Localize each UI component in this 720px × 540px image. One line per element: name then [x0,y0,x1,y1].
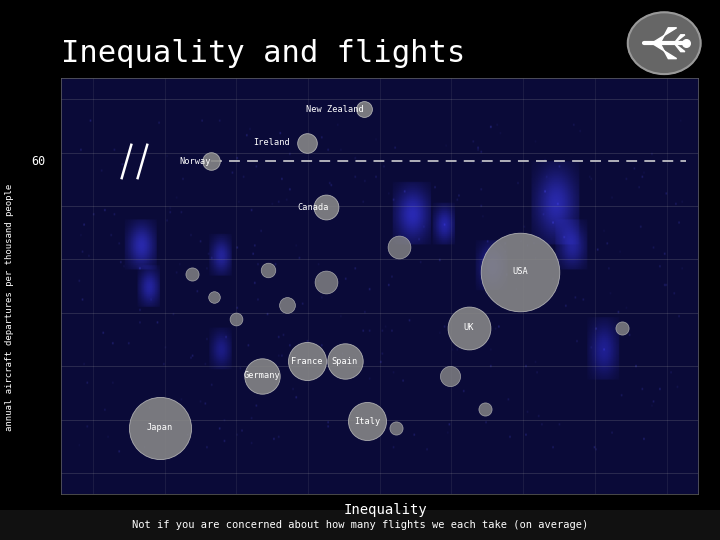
Point [230,315,242,324]
Text: Inequality and flights: Inequality and flights [61,38,465,68]
Text: annual aircraft departures per thousand people: annual aircraft departures per thousand … [5,184,14,431]
Point [616,323,628,332]
Circle shape [628,12,701,74]
Point [320,278,331,286]
Text: Japan: Japan [147,423,173,432]
Polygon shape [652,28,677,43]
Text: Inequality: Inequality [343,503,427,517]
Polygon shape [652,43,677,59]
Point [390,423,402,432]
Point [480,404,491,413]
Point [361,417,373,426]
Point [339,357,351,366]
Point [320,203,331,212]
Text: Spain: Spain [332,356,358,366]
Text: Norway: Norway [179,157,211,166]
Point [205,157,217,166]
Point [256,372,268,380]
Text: Not if you are concerned about how many flights we each take (on average): Not if you are concerned about how many … [132,520,588,530]
Point [263,265,274,274]
Point [154,423,166,432]
Text: Ireland: Ireland [253,138,290,147]
Text: Italy: Italy [354,417,380,426]
Point [680,39,691,48]
Point [208,292,220,301]
Text: France: France [291,356,323,366]
Point [463,323,474,332]
Point [514,267,526,276]
Point [393,242,405,251]
Polygon shape [674,43,685,52]
Text: USA: USA [512,267,528,276]
Point [444,372,456,380]
Point [358,105,369,114]
Text: UK: UK [464,323,474,332]
Point [301,138,312,147]
Point [186,269,197,278]
Point [301,357,312,366]
Text: New Zealand: New Zealand [306,105,364,114]
Text: Germany: Germany [243,371,280,380]
Polygon shape [674,35,685,43]
Point [282,301,293,309]
Text: 60: 60 [31,155,45,168]
Text: Canada: Canada [297,202,328,212]
